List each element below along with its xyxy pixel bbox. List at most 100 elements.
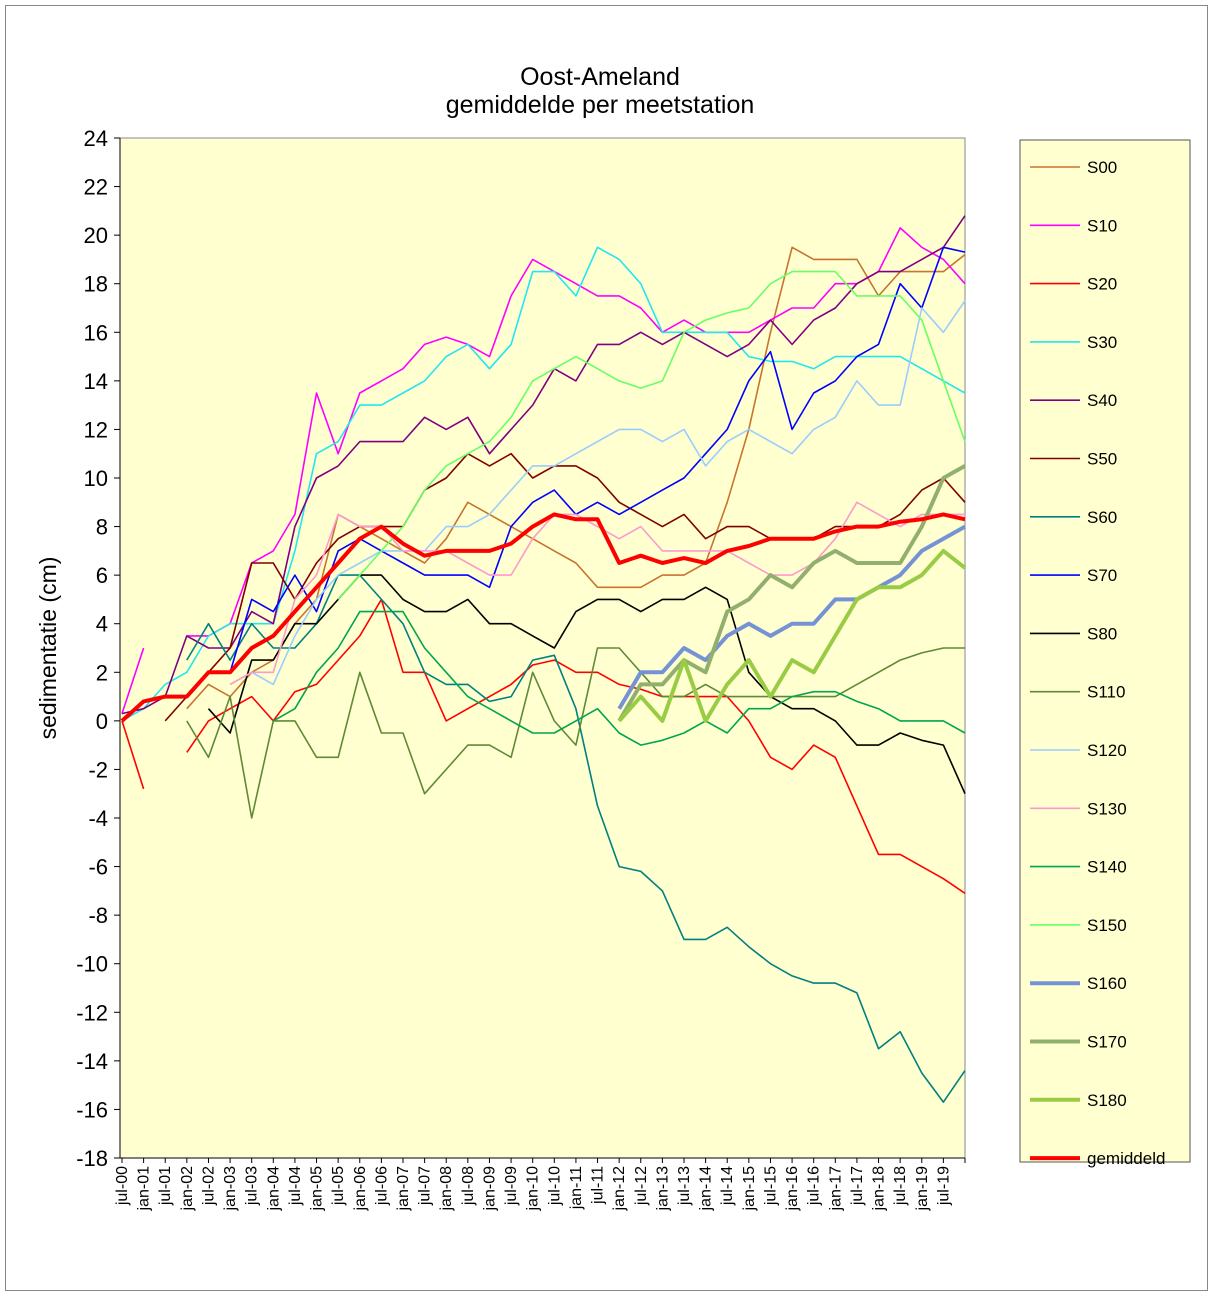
chart-title: Oost-Ameland xyxy=(520,63,680,91)
series-line xyxy=(186,647,965,819)
x-tick-label: jan-01 xyxy=(136,1166,153,1212)
legend-label: S120 xyxy=(1087,741,1127,760)
series-line xyxy=(121,227,966,714)
x-tick-label: jan-07 xyxy=(395,1166,412,1212)
series-line xyxy=(617,524,966,710)
x-tick-label: jan-04 xyxy=(265,1166,282,1212)
legend xyxy=(1019,139,1191,1163)
x-tick-label: jan-09 xyxy=(481,1166,498,1212)
legend-label: S40 xyxy=(1087,391,1117,410)
y-tick-label: 10 xyxy=(84,466,108,491)
x-tick-label: jul-12 xyxy=(633,1166,650,1206)
x-tick-label: jan-11 xyxy=(568,1166,585,1210)
series-line xyxy=(207,574,966,795)
y-tick-label: -6 xyxy=(88,855,108,880)
x-tick-label: jul-17 xyxy=(849,1166,866,1206)
x-tick-label: jul-09 xyxy=(503,1166,520,1206)
x-tick-label: jan-10 xyxy=(525,1166,542,1212)
y-tick-label: -12 xyxy=(76,1000,108,1025)
x-tick-label: jul-16 xyxy=(806,1166,823,1206)
legend-label: S50 xyxy=(1087,450,1117,469)
legend-label: S30 xyxy=(1087,333,1117,352)
series-line xyxy=(229,300,966,686)
x-tick-label: jan-12 xyxy=(611,1166,628,1212)
y-tick-label: 12 xyxy=(84,417,108,442)
series-line xyxy=(120,512,966,723)
x-tick-label: jul-06 xyxy=(373,1166,390,1206)
legend-label: S00 xyxy=(1087,158,1117,177)
x-tick-label: jul-02 xyxy=(200,1166,217,1206)
y-tick-label: 16 xyxy=(84,320,108,345)
x-tick-label: jul-18 xyxy=(892,1166,909,1206)
y-tick-label: 14 xyxy=(84,369,108,394)
x-tick-label: jan-17 xyxy=(827,1166,844,1212)
chart-subtitle: gemiddelde per meetstation xyxy=(446,91,755,119)
legend-label: S180 xyxy=(1087,1091,1127,1110)
x-tick-label: jul-15 xyxy=(762,1166,779,1206)
y-tick-label: 8 xyxy=(96,515,108,540)
x-tick-label: jan-08 xyxy=(438,1166,455,1212)
x-tick-label: jul-13 xyxy=(676,1166,693,1206)
y-tick-label: -16 xyxy=(76,1097,108,1122)
x-tick-label: jan-18 xyxy=(871,1166,888,1212)
x-tick-label: jan-15 xyxy=(741,1166,758,1212)
y-tick-label: 2 xyxy=(96,660,108,685)
y-tick-label: -18 xyxy=(76,1146,108,1171)
x-tick-label: jul-01 xyxy=(157,1166,174,1206)
x-tick-label: jul-04 xyxy=(287,1166,304,1206)
legend-label: S20 xyxy=(1087,275,1117,294)
y-tick-label: -14 xyxy=(76,1049,108,1074)
series-line xyxy=(229,501,965,686)
plot-area xyxy=(119,137,966,1159)
series-line xyxy=(121,598,966,894)
series-line xyxy=(229,246,966,673)
legend-label: S170 xyxy=(1087,1033,1127,1052)
series-line xyxy=(272,610,966,746)
y-tick-label: 4 xyxy=(96,612,108,637)
y-tick-label: -10 xyxy=(76,952,108,977)
legend-label: S110 xyxy=(1087,683,1125,702)
y-tick-label: 24 xyxy=(84,126,108,151)
y-tick-label: 22 xyxy=(84,175,108,200)
x-tick-label: jul-19 xyxy=(935,1166,952,1206)
x-tick-label: jul-05 xyxy=(330,1166,347,1206)
legend-label: S150 xyxy=(1087,916,1127,935)
legend-label: S70 xyxy=(1087,566,1117,585)
series-line xyxy=(121,215,966,715)
x-tick-label: jan-16 xyxy=(784,1166,801,1212)
x-tick-label: jul-00 xyxy=(114,1166,131,1206)
legend-label: S60 xyxy=(1087,508,1117,527)
series-line xyxy=(617,464,966,722)
x-tick-label: jul-10 xyxy=(546,1166,563,1206)
legend-label: S140 xyxy=(1087,858,1127,877)
y-tick-label: 20 xyxy=(84,223,108,248)
y-tick-label: -4 xyxy=(88,806,108,831)
y-axis-label: sedimentatie (cm) xyxy=(35,557,61,740)
series-line xyxy=(164,452,966,722)
legend-label: S80 xyxy=(1087,624,1117,643)
x-tick-label: jan-02 xyxy=(179,1166,196,1212)
x-tick-label: jan-05 xyxy=(309,1166,326,1212)
legend-label: S10 xyxy=(1087,216,1117,235)
x-tick-label: jul-07 xyxy=(417,1166,434,1206)
legend-label: S130 xyxy=(1087,799,1127,818)
x-tick-label: jan-13 xyxy=(654,1166,671,1212)
x-tick-label: jan-03 xyxy=(222,1166,239,1212)
x-tick-label: jul-08 xyxy=(460,1166,477,1206)
y-tick-label: -8 xyxy=(88,903,108,928)
series-line xyxy=(337,270,966,600)
x-tick-label: jul-14 xyxy=(719,1166,736,1206)
legend-label: gemiddeld xyxy=(1087,1149,1165,1168)
series-line xyxy=(121,246,966,722)
x-tick-label: jan-19 xyxy=(914,1166,931,1212)
y-tick-label: 18 xyxy=(84,272,108,297)
y-tick-label: 0 xyxy=(96,709,108,734)
series-line xyxy=(617,548,967,723)
x-tick-label: jan-06 xyxy=(352,1166,369,1212)
x-tick-label: jul-11 xyxy=(590,1166,607,1205)
y-tick-label: 6 xyxy=(96,563,108,588)
x-tick-label: jan-14 xyxy=(698,1166,715,1212)
x-tick-label: jul-03 xyxy=(244,1166,261,1206)
y-tick-label: -2 xyxy=(88,757,108,782)
